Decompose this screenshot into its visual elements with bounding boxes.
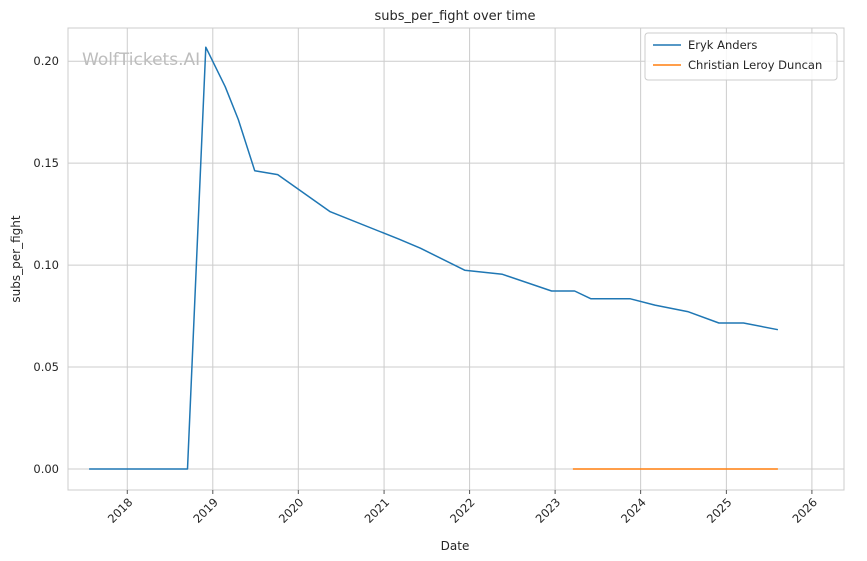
- legend: Eryk Anders Christian Leroy Duncan: [644, 32, 838, 81]
- y-tick-label: 0.15: [33, 156, 59, 170]
- series-line-eryk-anders: [89, 46, 779, 470]
- plot-area: WolfTickets.AI: [67, 27, 845, 491]
- y-axis-label: subs_per_fight: [9, 215, 23, 302]
- y-tick-label: 0.20: [33, 54, 59, 68]
- chart-title: subs_per_fight over time: [374, 9, 535, 24]
- legend-label-eryk-anders: Eryk Anders: [688, 38, 757, 52]
- y-tick-label: 0.10: [33, 258, 59, 272]
- x-axis-label: Date: [441, 539, 470, 553]
- x-gridlines: [126, 28, 813, 490]
- y-tick-label: 0.00: [33, 462, 59, 476]
- legend-box: [644, 32, 838, 81]
- y-axis-ticks: 0.00 0.05 0.10 0.15 0.20: [33, 54, 59, 476]
- legend-label-christian-leroy-duncan: Christian Leroy Duncan: [688, 58, 822, 72]
- plot-frame: [67, 27, 845, 491]
- series-layer: [89, 46, 779, 470]
- watermark: WolfTickets.AI: [82, 50, 200, 70]
- y-tick-label: 0.05: [33, 360, 59, 374]
